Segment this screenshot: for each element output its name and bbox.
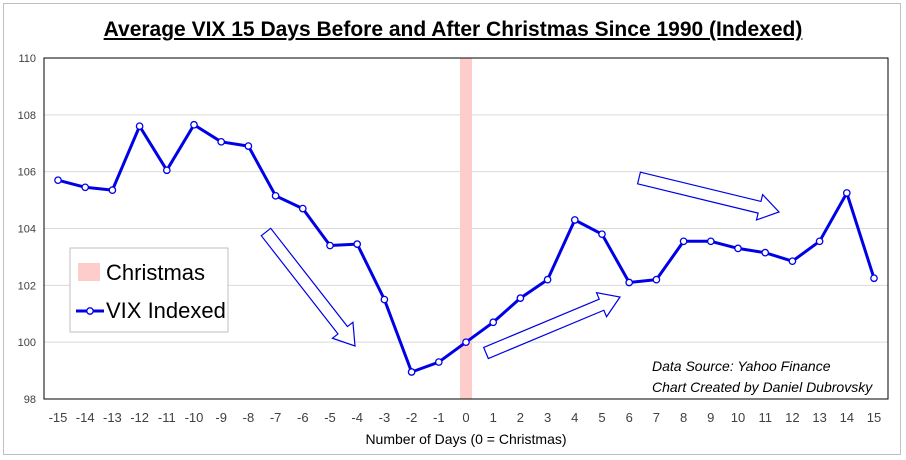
data-point [271, 191, 280, 200]
data-point [244, 142, 253, 150]
x-tick-label: -6 [297, 410, 309, 425]
x-tick-label: 11 [758, 410, 772, 425]
x-tick-label: -10 [185, 410, 204, 425]
x-tick-label: 2 [517, 410, 524, 425]
data-point [407, 368, 416, 376]
data-point [734, 244, 742, 253]
down-trend-arrow-icon [260, 227, 356, 347]
x-tick-label: 3 [544, 410, 551, 425]
data-point [815, 237, 824, 246]
data-point [217, 137, 226, 146]
data-point [489, 318, 498, 327]
x-tick-label: -2 [406, 410, 418, 425]
x-tick-label: -13 [103, 410, 122, 425]
data-point [462, 338, 470, 347]
data-point [54, 176, 62, 185]
x-tick-label: -1 [433, 410, 445, 425]
x-tick-label: -9 [215, 410, 227, 425]
x-tick-label: 15 [867, 410, 881, 425]
x-tick-label: -8 [243, 410, 255, 425]
x-tick-label: -12 [130, 410, 149, 425]
data-point [190, 120, 198, 129]
rising-trend-arrow-icon [636, 171, 781, 221]
legend-label-christmas: Christmas [106, 260, 205, 285]
plot-border [43, 57, 889, 400]
data-point [298, 204, 307, 213]
series-layer [54, 120, 878, 376]
annotation-data-source: Data Source: Yahoo Finance [652, 358, 831, 374]
legend: Christmas VIX Indexed [69, 247, 229, 333]
data-point [380, 295, 389, 304]
x-tick-label: -5 [324, 410, 336, 425]
annotation-chart-credit: Chart Created by Daniel Dubrovsky [652, 379, 873, 395]
x-tick-label: 5 [598, 410, 605, 425]
x-tick-label: 4 [571, 410, 578, 425]
legend-label-vix: VIX Indexed [106, 298, 226, 323]
x-tick-label: -15 [49, 410, 68, 425]
data-point [543, 275, 552, 284]
x-tick-label: 8 [680, 410, 687, 425]
x-tick-label: 6 [626, 410, 633, 425]
data-point [135, 122, 144, 131]
x-tick-label: -3 [379, 410, 391, 425]
x-tick-label: 10 [731, 410, 745, 425]
trend-arrows [260, 171, 781, 360]
legend-swatch-vix-marker [86, 307, 94, 315]
x-tick-label: 1 [490, 410, 497, 425]
data-point [598, 230, 606, 239]
x-tick-label: -7 [270, 410, 282, 425]
christmas-band [460, 58, 472, 399]
x-tick-label: 14 [840, 410, 854, 425]
y-tick-label: 104 [18, 224, 36, 236]
data-point [761, 248, 770, 257]
data-point [570, 216, 579, 224]
data-point [788, 257, 797, 266]
data-point [679, 237, 688, 246]
up-trend-arrow-icon [482, 291, 622, 360]
x-tick-label: -14 [76, 410, 95, 425]
data-point [434, 358, 443, 366]
y-tick-label: 100 [18, 337, 36, 349]
data-point [516, 294, 525, 302]
y-tick-label: 102 [18, 280, 36, 292]
x-tick-labels: -15 -14 -13 -12 -11 -10 -9 -8 -7 -6 -5 -4 -3 -2 -1 0 1 2 3… [49, 410, 882, 425]
y-tick-labels: 98 100 102 104 106 108 110 [18, 53, 36, 406]
y-tick-label: 110 [18, 53, 36, 65]
x-axis-label: Number of Days (0 = Christmas) [365, 431, 566, 447]
x-tick-label: 12 [785, 410, 799, 425]
data-point [652, 275, 661, 284]
x-tick-label: 0 [462, 410, 469, 425]
legend-swatch-christmas [78, 263, 100, 281]
x-tick-label: -4 [351, 410, 363, 425]
data-point [326, 241, 334, 250]
x-tick-label: 13 [812, 410, 826, 425]
y-tick-label: 108 [18, 110, 36, 122]
data-point [625, 278, 634, 287]
christmas-band-group [460, 58, 472, 399]
data-point [162, 166, 171, 175]
legend-box [69, 247, 229, 333]
x-tick-label: 7 [653, 410, 660, 425]
data-point [108, 186, 117, 194]
data-point [81, 183, 90, 192]
y-tick-label: 106 [18, 167, 36, 179]
x-tick-label: -11 [158, 410, 176, 425]
y-tick-label: 98 [24, 394, 36, 406]
data-point [842, 189, 851, 197]
data-point [870, 274, 878, 283]
x-tick-label: 9 [707, 410, 714, 425]
data-point [706, 237, 715, 246]
chart-title: Average VIX 15 Days Before and After Chr… [103, 18, 803, 41]
data-point [353, 240, 362, 248]
